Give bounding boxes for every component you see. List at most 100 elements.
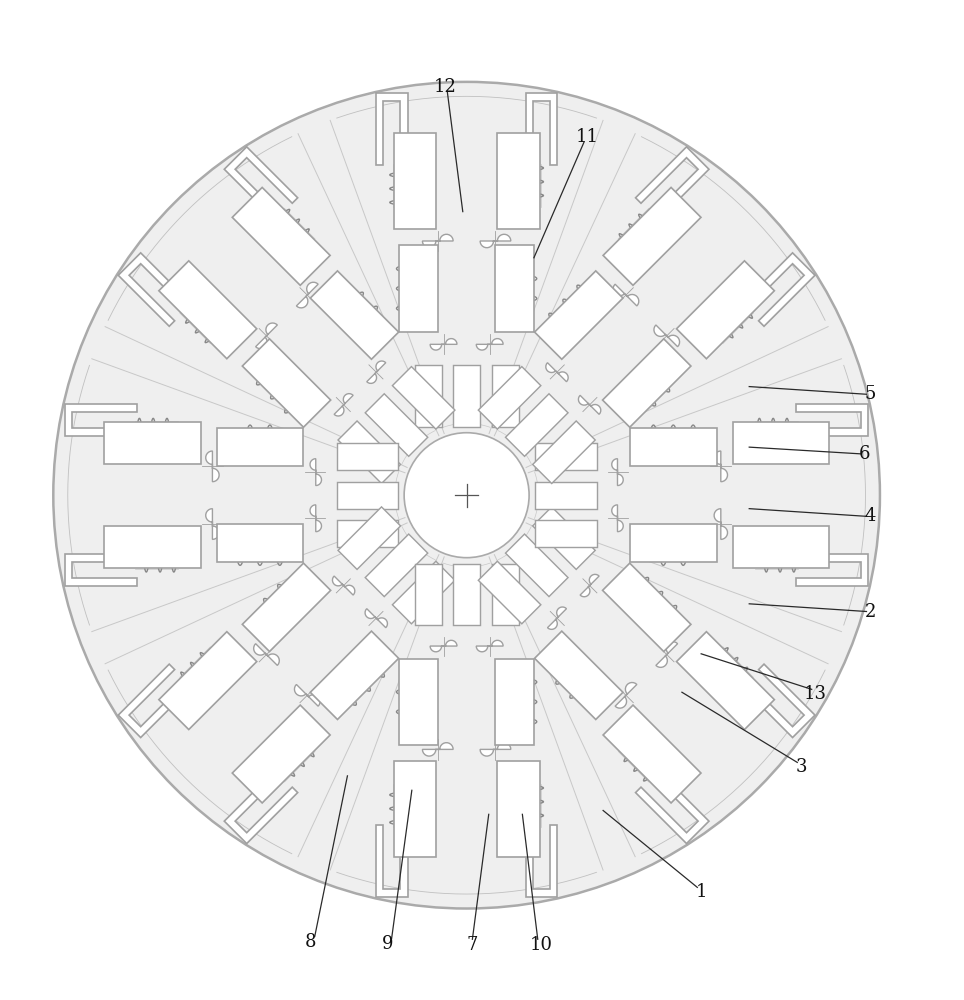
Polygon shape xyxy=(525,93,557,165)
Polygon shape xyxy=(476,339,503,350)
Polygon shape xyxy=(535,631,623,719)
Polygon shape xyxy=(546,363,568,382)
Polygon shape xyxy=(254,644,280,665)
Polygon shape xyxy=(635,147,709,220)
Text: 6: 6 xyxy=(859,445,870,463)
Polygon shape xyxy=(654,325,680,347)
Polygon shape xyxy=(336,443,398,470)
Polygon shape xyxy=(393,761,436,857)
Polygon shape xyxy=(159,632,256,730)
Polygon shape xyxy=(422,743,453,756)
Polygon shape xyxy=(612,505,623,532)
Polygon shape xyxy=(495,245,534,332)
Polygon shape xyxy=(580,574,599,597)
Polygon shape xyxy=(294,684,320,706)
Polygon shape xyxy=(232,705,330,803)
Polygon shape xyxy=(255,323,278,349)
Polygon shape xyxy=(612,459,623,486)
Polygon shape xyxy=(478,367,541,429)
Polygon shape xyxy=(733,526,829,568)
Polygon shape xyxy=(365,394,428,456)
Polygon shape xyxy=(376,93,408,165)
Polygon shape xyxy=(217,428,304,466)
Polygon shape xyxy=(714,451,728,482)
Polygon shape xyxy=(104,422,201,464)
Polygon shape xyxy=(630,428,716,466)
Polygon shape xyxy=(492,365,519,427)
Polygon shape xyxy=(733,422,829,464)
Polygon shape xyxy=(741,253,815,326)
Circle shape xyxy=(53,82,880,909)
Polygon shape xyxy=(533,507,595,569)
Polygon shape xyxy=(535,482,597,509)
Polygon shape xyxy=(310,505,321,532)
Polygon shape xyxy=(714,509,728,539)
Polygon shape xyxy=(497,133,540,229)
Polygon shape xyxy=(497,761,540,857)
Polygon shape xyxy=(232,187,330,285)
Polygon shape xyxy=(310,631,399,719)
Text: 3: 3 xyxy=(795,758,807,776)
Polygon shape xyxy=(635,770,709,844)
Text: 7: 7 xyxy=(467,936,478,954)
Polygon shape xyxy=(615,682,637,708)
Polygon shape xyxy=(535,271,623,359)
Polygon shape xyxy=(310,271,399,359)
Polygon shape xyxy=(205,451,219,482)
Text: 4: 4 xyxy=(865,507,876,525)
Text: 11: 11 xyxy=(576,128,600,146)
Polygon shape xyxy=(430,339,457,350)
Polygon shape xyxy=(225,770,298,844)
Polygon shape xyxy=(796,404,869,436)
Text: 2: 2 xyxy=(865,603,876,621)
Polygon shape xyxy=(533,421,595,484)
Polygon shape xyxy=(480,743,511,756)
Polygon shape xyxy=(335,394,353,416)
Polygon shape xyxy=(415,564,442,625)
Polygon shape xyxy=(453,365,480,427)
Text: 12: 12 xyxy=(434,78,457,96)
Polygon shape xyxy=(65,554,137,586)
Polygon shape xyxy=(630,524,716,562)
Polygon shape xyxy=(65,404,137,436)
Polygon shape xyxy=(119,253,192,326)
Polygon shape xyxy=(677,261,774,359)
Polygon shape xyxy=(525,825,557,897)
Polygon shape xyxy=(217,524,304,562)
Polygon shape xyxy=(656,642,678,667)
Polygon shape xyxy=(338,421,401,484)
Text: 1: 1 xyxy=(695,883,707,901)
Polygon shape xyxy=(365,534,428,597)
Polygon shape xyxy=(365,609,388,628)
Polygon shape xyxy=(495,659,534,745)
Polygon shape xyxy=(677,632,774,730)
Polygon shape xyxy=(603,705,701,803)
Polygon shape xyxy=(242,339,331,427)
Polygon shape xyxy=(480,234,511,248)
Text: 9: 9 xyxy=(382,935,393,953)
Polygon shape xyxy=(535,520,597,547)
Polygon shape xyxy=(104,526,201,568)
Polygon shape xyxy=(296,282,318,308)
Polygon shape xyxy=(430,640,457,652)
Polygon shape xyxy=(602,563,691,652)
Polygon shape xyxy=(603,187,701,285)
Polygon shape xyxy=(422,234,453,248)
Polygon shape xyxy=(392,367,455,429)
Polygon shape xyxy=(535,443,597,470)
Polygon shape xyxy=(505,534,568,597)
Polygon shape xyxy=(393,133,436,229)
Polygon shape xyxy=(336,520,398,547)
Polygon shape xyxy=(242,563,331,652)
Polygon shape xyxy=(796,554,869,586)
Polygon shape xyxy=(336,482,398,509)
Polygon shape xyxy=(119,664,192,738)
Polygon shape xyxy=(478,561,541,624)
Text: 8: 8 xyxy=(306,933,316,951)
Polygon shape xyxy=(399,659,438,745)
Polygon shape xyxy=(366,361,386,383)
Polygon shape xyxy=(492,564,519,625)
Text: 5: 5 xyxy=(865,385,876,403)
Polygon shape xyxy=(392,561,455,624)
Polygon shape xyxy=(205,509,219,539)
